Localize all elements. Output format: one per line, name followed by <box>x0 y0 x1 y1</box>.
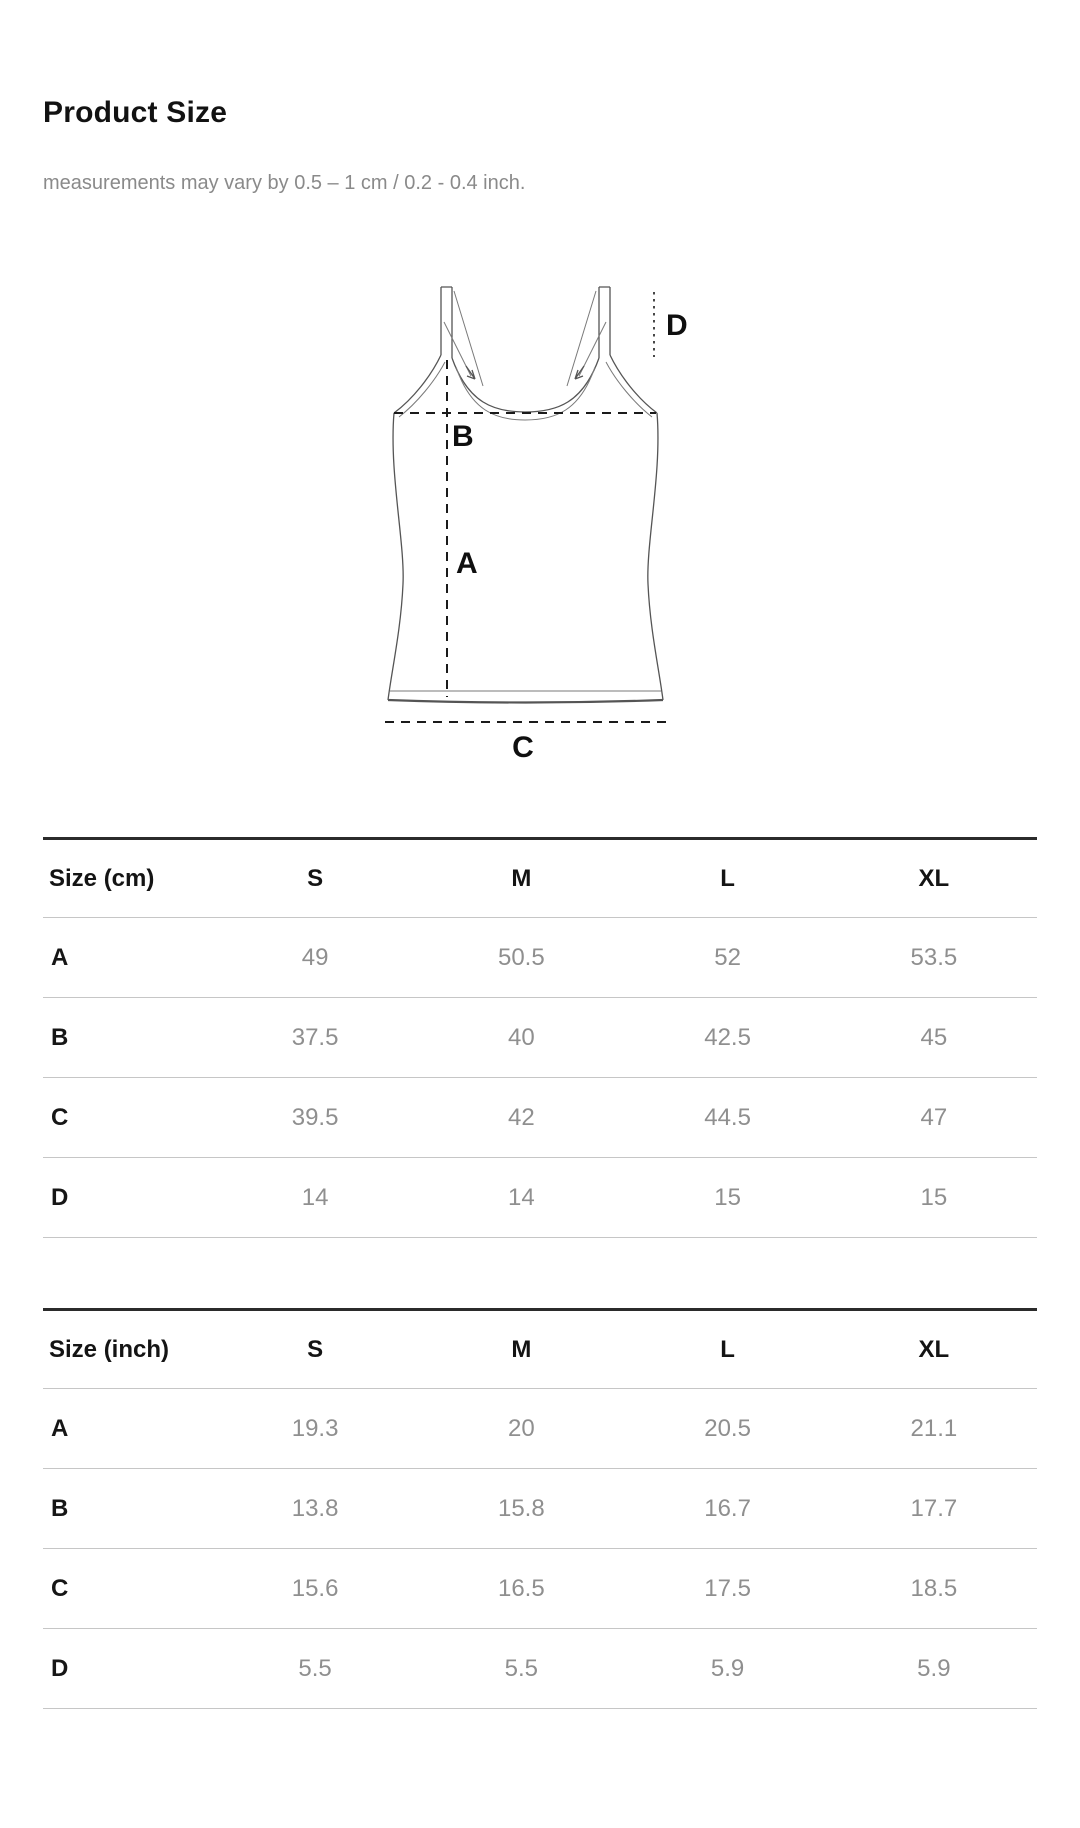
cell-value: 15.8 <box>418 1468 625 1549</box>
cell-value: 17.5 <box>624 1548 831 1629</box>
label-d: D <box>666 309 688 342</box>
col-header-m: M <box>418 1309 625 1389</box>
cell-value: 42 <box>418 1077 625 1158</box>
cell-value: 18.5 <box>830 1548 1037 1629</box>
size-diagram: A B C D <box>0 210 1080 810</box>
cell-value: 16.5 <box>418 1548 625 1629</box>
cell-value: 16.7 <box>624 1468 831 1549</box>
label-a: A <box>456 547 478 580</box>
table-row: B 37.5 40 42.5 45 <box>43 997 1037 1078</box>
cell-value: 15 <box>830 1157 1037 1238</box>
cell-value: 37.5 <box>211 997 419 1078</box>
cell-value: 20 <box>418 1388 625 1469</box>
col-header-xl: XL <box>830 1309 1037 1389</box>
cell-value: 42.5 <box>624 997 831 1078</box>
strap-arrow-left <box>465 365 476 380</box>
cell-value: 21.1 <box>830 1388 1037 1469</box>
cell-value: 5.5 <box>418 1628 625 1709</box>
cell-value: 17.7 <box>830 1468 1037 1549</box>
row-label: B <box>43 997 212 1078</box>
cell-value: 5.5 <box>211 1628 419 1709</box>
table-row: D 5.5 5.5 5.9 5.9 <box>43 1628 1037 1709</box>
cell-value: 49 <box>211 917 419 998</box>
strap-arrow-right <box>574 365 585 380</box>
cell-value: 53.5 <box>830 917 1037 998</box>
garment-neckline <box>393 354 658 421</box>
row-label: D <box>43 1157 212 1238</box>
row-label: C <box>43 1548 212 1629</box>
page-title: Product Size <box>43 96 228 129</box>
cell-value: 15 <box>624 1157 831 1238</box>
row-label: A <box>43 917 212 998</box>
row-label: B <box>43 1468 212 1549</box>
garment-body <box>387 412 664 704</box>
table-header-row: Size (inch) S M L XL <box>43 1309 1037 1389</box>
row-label: A <box>43 1388 212 1469</box>
table-header-row: Size (cm) S M L XL <box>43 838 1037 918</box>
cell-value: 52 <box>624 917 831 998</box>
cell-value: 13.8 <box>211 1468 419 1549</box>
row-label: D <box>43 1628 212 1709</box>
table-row: B 13.8 15.8 16.7 17.7 <box>43 1468 1037 1549</box>
col-header-l: L <box>624 838 831 918</box>
table-row: A 19.3 20 20.5 21.1 <box>43 1388 1037 1469</box>
garment-straps <box>440 286 611 387</box>
cell-value: 39.5 <box>211 1077 419 1158</box>
col-header-m: M <box>418 838 625 918</box>
cell-value: 47 <box>830 1077 1037 1158</box>
cell-value: 14 <box>211 1157 419 1238</box>
table-row: D 14 14 15 15 <box>43 1157 1037 1238</box>
cell-value: 15.6 <box>211 1548 419 1629</box>
cell-value: 14 <box>418 1157 625 1238</box>
cell-value: 5.9 <box>830 1628 1037 1709</box>
label-c: C <box>512 731 534 764</box>
size-table-cm: Size (cm) S M L XL A 49 50.5 52 53.5 B 3… <box>43 837 1037 1238</box>
col-header-s: S <box>211 838 419 918</box>
table-row: A 49 50.5 52 53.5 <box>43 917 1037 998</box>
row-label: C <box>43 1077 212 1158</box>
measurement-disclaimer: measurements may vary by 0.5 – 1 cm / 0.… <box>43 172 526 194</box>
unit-header-inch: Size (inch) <box>43 1309 212 1389</box>
cell-value: 19.3 <box>211 1388 419 1469</box>
garment-diagram-svg: A B C D <box>385 286 688 764</box>
table-row: C 15.6 16.5 17.5 18.5 <box>43 1548 1037 1629</box>
cell-value: 50.5 <box>418 917 625 998</box>
unit-header-cm: Size (cm) <box>43 838 212 918</box>
cell-value: 44.5 <box>624 1077 831 1158</box>
cell-value: 45 <box>830 997 1037 1078</box>
cell-value: 40 <box>418 997 625 1078</box>
table-row: C 39.5 42 44.5 47 <box>43 1077 1037 1158</box>
label-b: B <box>452 420 474 453</box>
col-header-s: S <box>211 1309 419 1389</box>
col-header-xl: XL <box>830 838 1037 918</box>
size-table-inch: Size (inch) S M L XL A 19.3 20 20.5 21.1… <box>43 1308 1037 1709</box>
cell-value: 5.9 <box>624 1628 831 1709</box>
cell-value: 20.5 <box>624 1388 831 1469</box>
col-header-l: L <box>624 1309 831 1389</box>
